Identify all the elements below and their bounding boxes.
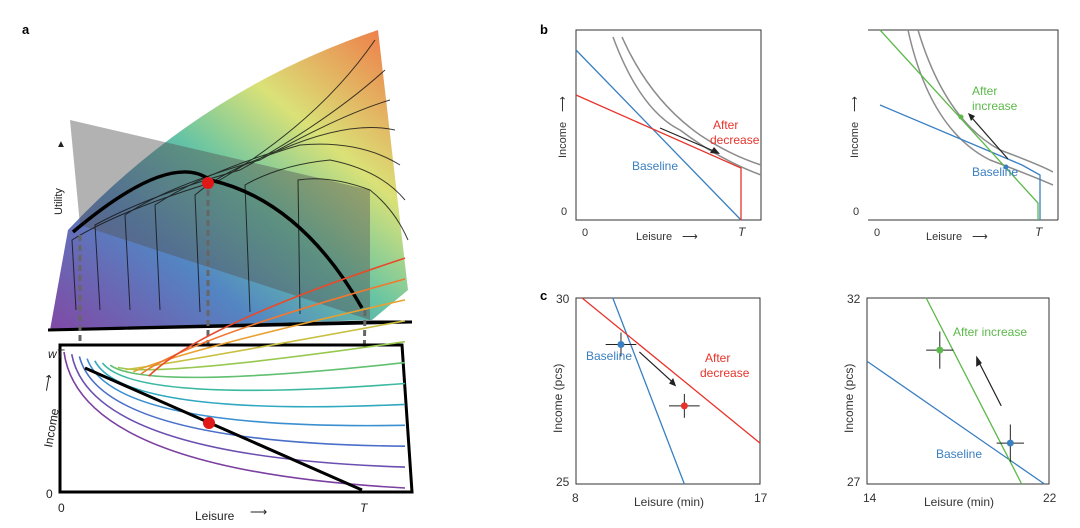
- indifference-curve: [612, 36, 762, 176]
- y-zero-label: 0: [561, 206, 567, 218]
- x-arrow-icon: ⟶: [682, 231, 698, 243]
- shift-arrow: [659, 127, 717, 153]
- indifference-curve: [63, 351, 406, 489]
- shift-arrow: [638, 351, 675, 385]
- budget-line: [866, 360, 1045, 485]
- after-label: After: [972, 84, 997, 98]
- panel-label-c: c: [540, 288, 547, 303]
- indifference-curve: [101, 362, 406, 392]
- after-label: After: [705, 351, 730, 365]
- budget-line: [925, 297, 1023, 485]
- x-zero-label: 0: [874, 227, 880, 239]
- optimum-point: [203, 417, 215, 429]
- y-axis-label: Income: [849, 122, 861, 158]
- budget-line: [612, 297, 685, 485]
- after-increase-label: After increase: [953, 325, 1027, 339]
- optimum-point-3d: [202, 177, 214, 189]
- x-axis-label: Leisure (min): [924, 495, 994, 509]
- indifference-curve: [140, 278, 406, 375]
- increase-point: [958, 114, 964, 120]
- indifference-curve: [148, 257, 406, 377]
- panel-label-a: a: [22, 22, 30, 37]
- x-tick-label: 14: [863, 491, 877, 505]
- T-label: T: [738, 225, 747, 239]
- indifference-curve: [125, 320, 406, 371]
- x-axis-label: Leisure: [636, 231, 672, 243]
- panel-b-right: Baseline After increase 0 0 T Leisure ⟶ …: [849, 29, 1059, 243]
- indifference-curve: [621, 36, 762, 166]
- data-point: [680, 402, 688, 410]
- data-point: [617, 341, 625, 348]
- panel-b-left: Baseline After decrease 0 0 T Leisure ⟶ …: [557, 29, 762, 243]
- panel-label-b: b: [540, 22, 548, 37]
- x-tick-label: 22: [1043, 491, 1057, 505]
- panel-c-left: 30 258 17 Leisure (min) Income (pcs) Baseline…: [551, 292, 768, 509]
- indifference-curve: [94, 360, 406, 408]
- shift-arrow: [977, 360, 1002, 407]
- y-zero-label: 0: [853, 206, 859, 218]
- x-tick-label: 17: [754, 491, 768, 505]
- x-tick-label: 8: [572, 491, 579, 505]
- leisure-axis-label: Leisure: [195, 509, 235, 523]
- y-tick-label: 32: [847, 292, 861, 306]
- decrease-label: decrease: [700, 366, 750, 380]
- leisure-zero-label: 0: [58, 501, 65, 515]
- utility-axis-label: Utility: [53, 188, 65, 215]
- x-axis-label: Leisure: [926, 231, 962, 243]
- baseline-label: Baseline: [586, 349, 632, 363]
- income-zero-label: 0: [46, 487, 53, 501]
- decrease-label: decrease: [710, 133, 760, 147]
- T-label: T: [1035, 225, 1044, 239]
- leisure-arrow-icon: ⟶: [250, 505, 267, 519]
- budget-plane: [70, 120, 370, 320]
- wT-label: wT: [48, 347, 66, 361]
- income-axis-label: Income: [41, 407, 62, 449]
- plot-frame: [575, 297, 761, 485]
- data-point: [1006, 439, 1014, 447]
- shift-arrow: [971, 117, 1009, 160]
- y-axis-label: Income: [557, 122, 569, 158]
- indifference-curve: [70, 354, 406, 468]
- indifference-curve: [78, 356, 406, 447]
- after-label: After: [713, 118, 738, 132]
- decrease-budget-line: [575, 94, 742, 220]
- budget-line: [84, 366, 363, 492]
- x-axis-label: Leisure (min): [634, 495, 704, 509]
- utility-arrow-icon: ▲: [56, 139, 66, 150]
- arrowhead-icon: [968, 113, 975, 121]
- arrowhead-icon: [710, 147, 720, 154]
- income-arrow-icon: ⟶: [39, 373, 56, 392]
- y-axis-label: Income (pcs): [551, 364, 565, 433]
- x-zero-label: 0: [582, 227, 588, 239]
- baseline-budget-line: [879, 104, 1041, 220]
- y-axis-label: Income (pcs): [842, 364, 856, 433]
- x-arrow-icon: ⟶: [972, 231, 988, 243]
- indifference-curve: [917, 29, 1054, 173]
- utility-surface: [47, 30, 413, 332]
- indifference-curve: [109, 361, 406, 379]
- indifference-map: [58, 257, 414, 494]
- baseline-label: Baseline: [632, 159, 678, 173]
- increase-budget-line: [879, 29, 1039, 220]
- baseline-budget-line: [575, 49, 742, 221]
- plot-frame: [866, 297, 1050, 485]
- budget-line: [581, 297, 761, 444]
- y-arrow-icon: ⟶: [557, 96, 569, 112]
- increase-label: increase: [972, 99, 1018, 113]
- baseline-label: Baseline: [936, 447, 982, 461]
- arrowhead-icon: [669, 377, 677, 387]
- data-point: [936, 346, 944, 354]
- baseline-point: [1003, 164, 1009, 170]
- y-tick-label: 25: [556, 475, 570, 489]
- y-arrow-icon: ⟶: [849, 96, 861, 112]
- indifference-curve: [132, 299, 406, 373]
- y-tick-label: 27: [847, 475, 861, 489]
- baseline-label: Baseline: [972, 165, 1018, 179]
- T-label: T: [360, 501, 369, 515]
- y-tick-label: 30: [556, 292, 570, 306]
- arrowhead-icon: [976, 355, 982, 367]
